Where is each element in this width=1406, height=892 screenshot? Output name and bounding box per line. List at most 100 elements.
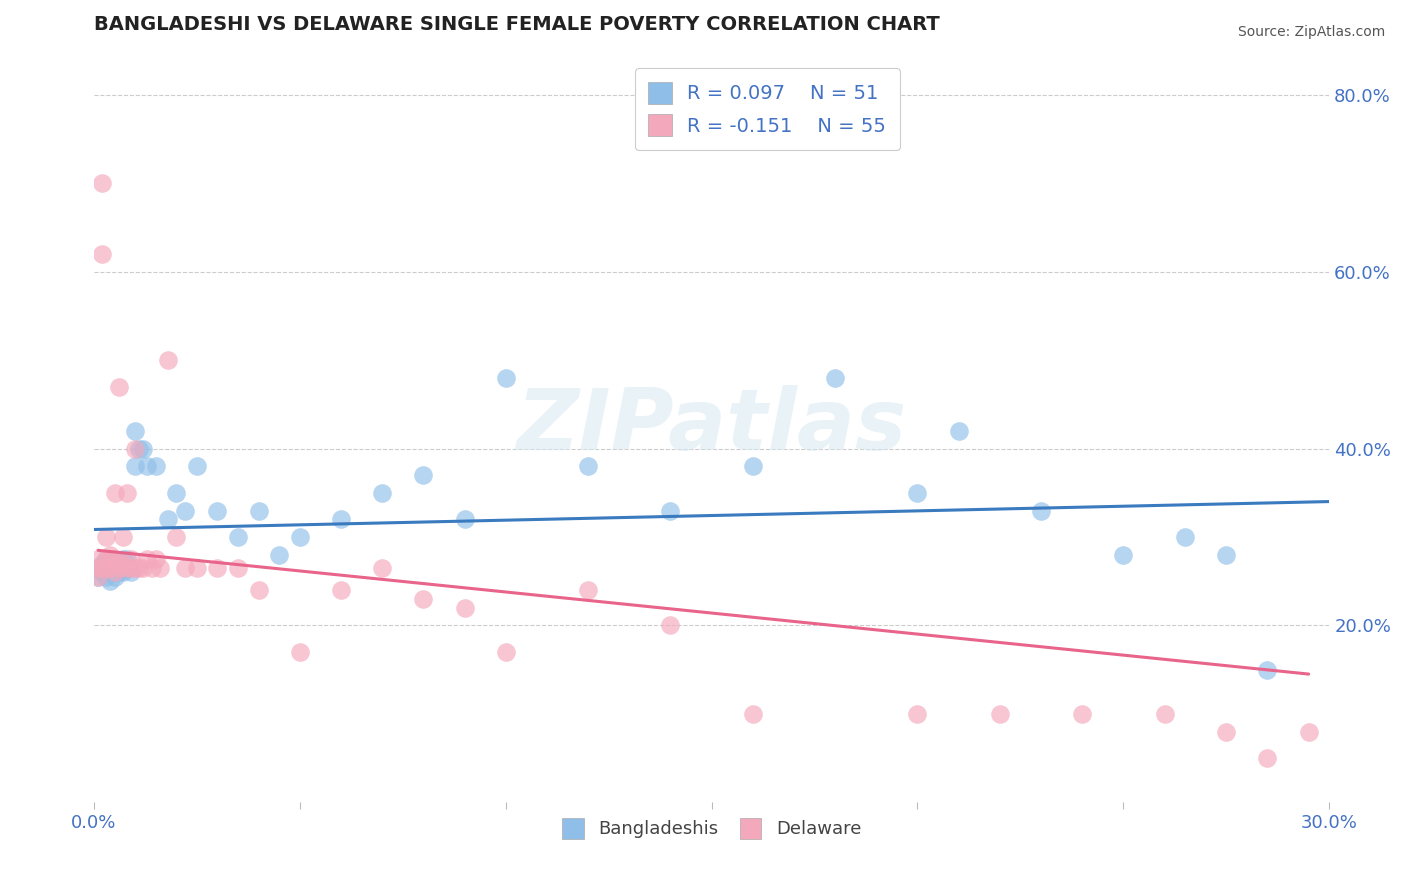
Point	[103, 570, 125, 584]
Point	[87, 561, 110, 575]
Point	[111, 552, 134, 566]
Point	[96, 552, 118, 566]
Point	[173, 561, 195, 575]
Point	[1112, 548, 1135, 562]
Point	[371, 486, 394, 500]
Point	[115, 561, 138, 575]
Text: ZIPatlas: ZIPatlas	[516, 385, 907, 468]
Point	[149, 561, 172, 575]
Point	[103, 566, 125, 580]
Point	[124, 459, 146, 474]
Point	[87, 570, 110, 584]
Point	[96, 570, 118, 584]
Point	[412, 591, 434, 606]
Point	[91, 566, 114, 580]
Point	[111, 530, 134, 544]
Point	[207, 503, 229, 517]
Point	[1215, 548, 1237, 562]
Point	[1215, 724, 1237, 739]
Point	[141, 561, 163, 575]
Point	[107, 566, 129, 580]
Point	[128, 442, 150, 456]
Point	[96, 566, 118, 580]
Point	[741, 459, 763, 474]
Point	[132, 442, 155, 456]
Point	[453, 512, 475, 526]
Point	[247, 583, 270, 598]
Point	[186, 561, 208, 575]
Point	[103, 566, 125, 580]
Point	[1174, 530, 1197, 544]
Point	[288, 530, 311, 544]
Point	[100, 561, 122, 575]
Point	[157, 512, 180, 526]
Point	[107, 380, 129, 394]
Point	[87, 552, 110, 566]
Point	[659, 618, 682, 632]
Point	[269, 548, 291, 562]
Point	[741, 706, 763, 721]
Point	[1298, 724, 1320, 739]
Point	[1071, 706, 1094, 721]
Point	[124, 424, 146, 438]
Point	[330, 583, 353, 598]
Point	[136, 552, 159, 566]
Point	[136, 459, 159, 474]
Point	[100, 548, 122, 562]
Point	[207, 561, 229, 575]
Point	[100, 557, 122, 571]
Point	[100, 561, 122, 575]
Point	[165, 486, 187, 500]
Point	[107, 561, 129, 575]
Point	[120, 561, 142, 575]
Legend: Bangladeshis, Delaware: Bangladeshis, Delaware	[555, 811, 869, 846]
Point	[247, 503, 270, 517]
Text: Source: ZipAtlas.com: Source: ZipAtlas.com	[1237, 25, 1385, 39]
Point	[907, 486, 929, 500]
Point	[157, 353, 180, 368]
Point	[145, 459, 167, 474]
Point	[100, 574, 122, 589]
Point	[111, 566, 134, 580]
Point	[1029, 503, 1052, 517]
Point	[115, 552, 138, 566]
Point	[1256, 751, 1278, 765]
Point	[576, 459, 599, 474]
Point	[132, 561, 155, 575]
Point	[103, 557, 125, 571]
Point	[103, 552, 125, 566]
Point	[988, 706, 1011, 721]
Point	[948, 424, 970, 438]
Point	[453, 600, 475, 615]
Point	[91, 247, 114, 261]
Point	[1256, 663, 1278, 677]
Point	[495, 645, 517, 659]
Point	[330, 512, 353, 526]
Point	[659, 503, 682, 517]
Point	[128, 561, 150, 575]
Point	[288, 645, 311, 659]
Point	[87, 570, 110, 584]
Point	[107, 557, 129, 571]
Point	[115, 486, 138, 500]
Point	[165, 530, 187, 544]
Point	[96, 552, 118, 566]
Point	[115, 561, 138, 575]
Point	[412, 468, 434, 483]
Text: BANGLADESHI VS DELAWARE SINGLE FEMALE POVERTY CORRELATION CHART: BANGLADESHI VS DELAWARE SINGLE FEMALE PO…	[94, 15, 939, 34]
Point	[91, 561, 114, 575]
Point	[173, 503, 195, 517]
Point	[576, 583, 599, 598]
Point	[96, 561, 118, 575]
Point	[111, 557, 134, 571]
Point	[1153, 706, 1175, 721]
Point	[120, 552, 142, 566]
Point	[371, 561, 394, 575]
Point	[103, 486, 125, 500]
Point	[824, 371, 846, 385]
Point	[100, 552, 122, 566]
Point	[226, 530, 249, 544]
Point	[91, 557, 114, 571]
Point	[907, 706, 929, 721]
Point	[124, 442, 146, 456]
